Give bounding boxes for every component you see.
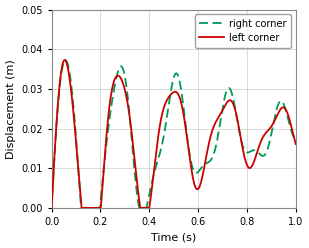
right corner bbox=[289, 128, 293, 131]
left corner bbox=[50, 206, 53, 209]
left corner bbox=[92, 206, 96, 209]
right corner bbox=[294, 139, 298, 142]
left corner bbox=[63, 59, 67, 62]
right corner bbox=[78, 186, 81, 189]
Line: right corner: right corner bbox=[52, 60, 296, 208]
left corner bbox=[78, 183, 81, 186]
Line: left corner: left corner bbox=[52, 60, 296, 208]
X-axis label: Time (s): Time (s) bbox=[151, 232, 196, 243]
left corner bbox=[154, 152, 158, 155]
Legend: right corner, left corner: right corner, left corner bbox=[195, 14, 291, 48]
left corner bbox=[289, 124, 293, 127]
right corner bbox=[50, 206, 53, 209]
left corner bbox=[143, 206, 147, 209]
right corner bbox=[143, 206, 147, 209]
left corner bbox=[263, 133, 267, 136]
right corner bbox=[64, 59, 67, 62]
right corner bbox=[154, 165, 158, 168]
right corner bbox=[92, 206, 96, 209]
left corner bbox=[294, 143, 298, 146]
right corner bbox=[263, 153, 267, 156]
Y-axis label: Displacement (m): Displacement (m) bbox=[6, 59, 15, 158]
